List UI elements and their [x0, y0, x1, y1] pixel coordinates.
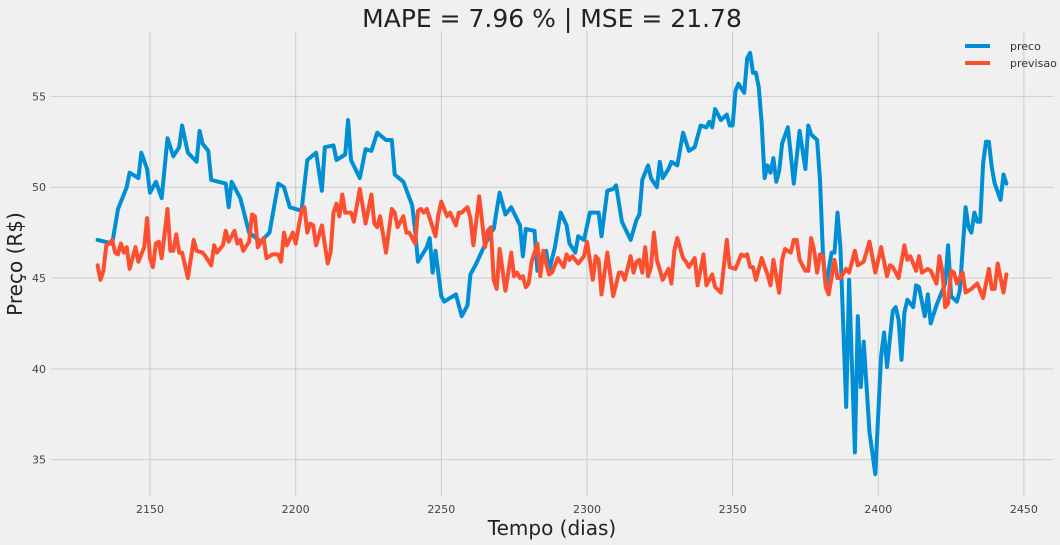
x-tick-label: 2250 — [427, 503, 455, 516]
y-tick-label: 55 — [32, 90, 46, 103]
legend-label-preco: preco — [1010, 40, 1041, 53]
x-tick-label: 2150 — [136, 503, 164, 516]
series-line-previsao — [95, 187, 1009, 310]
x-tick-label: 2200 — [282, 503, 310, 516]
legend-label-previsao: previsao — [1010, 57, 1057, 70]
y-axis-label: Preço (R$) — [3, 212, 27, 316]
x-tick-label: 2350 — [719, 503, 747, 516]
x-tick-label: 2300 — [573, 503, 601, 516]
x-tick-label: 2450 — [1010, 503, 1038, 516]
y-tick-label: 50 — [32, 181, 46, 194]
y-tick-label: 45 — [32, 272, 46, 285]
series-lines — [95, 50, 1009, 477]
series-line-preco — [95, 50, 1009, 477]
x-axis-label: Tempo (dias) — [487, 516, 616, 540]
x-tick-label: 2400 — [864, 503, 892, 516]
legend: preco previsao — [965, 40, 1057, 70]
tick-labels: 2150 2200 2250 2300 2350 2400 2450 35 40 45 50 55 — [32, 90, 1038, 516]
y-tick-label: 35 — [32, 454, 46, 467]
chart-title: MAPE = 7.96 % | MSE = 21.78 — [362, 4, 742, 33]
y-tick-label: 40 — [32, 363, 46, 376]
